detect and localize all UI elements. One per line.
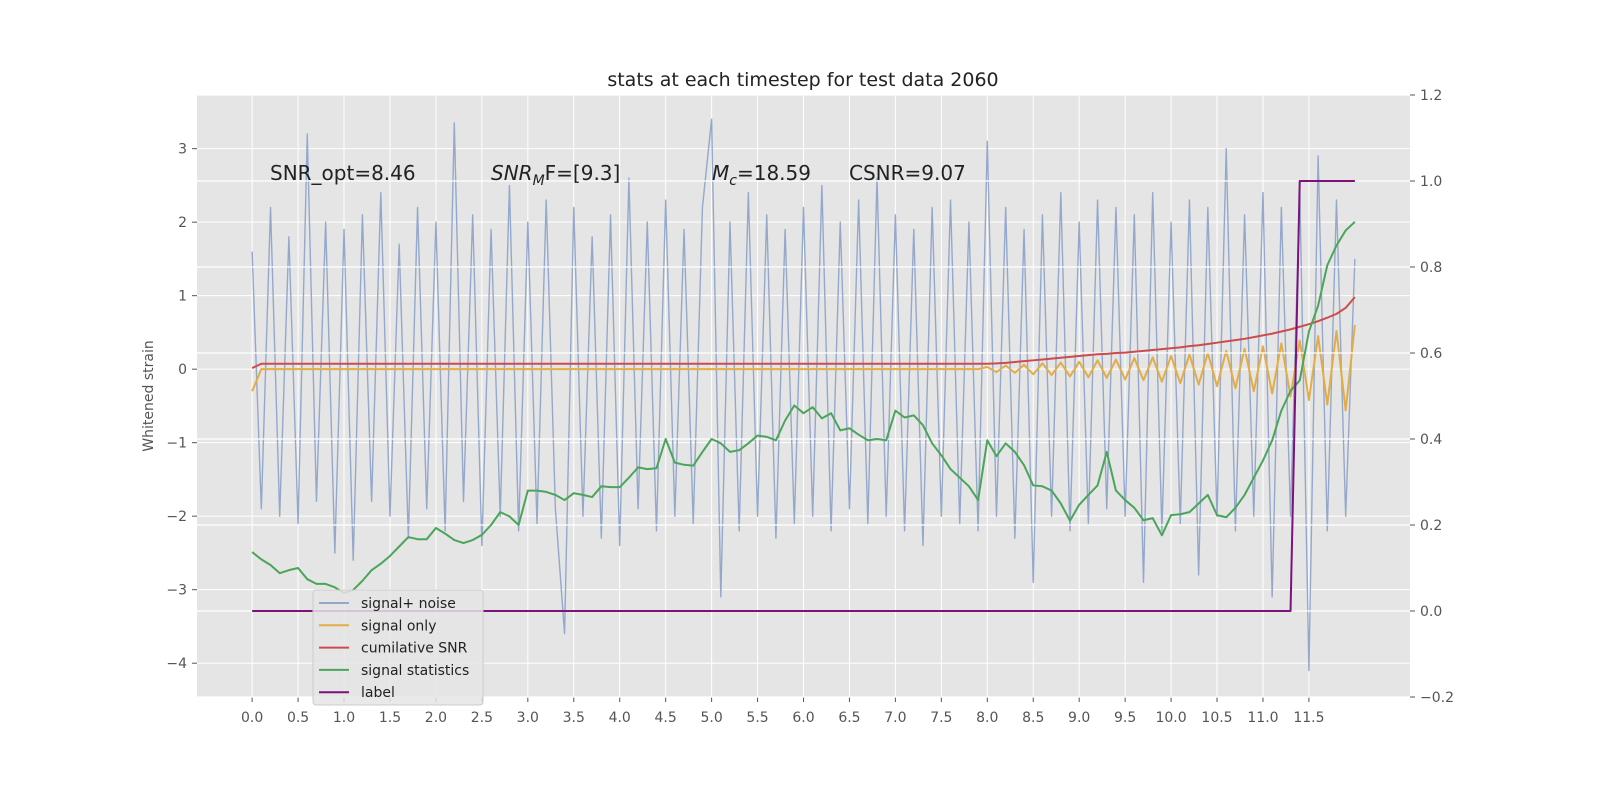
x-tick-label: 6.0 <box>792 710 814 726</box>
x-tick-label: 10.0 <box>1155 710 1186 726</box>
x-tick-label: 3.5 <box>563 710 585 726</box>
annotation-part: SNR <box>491 161 533 185</box>
x-tick-label: 5.0 <box>700 710 722 726</box>
series-line <box>251 324 1356 412</box>
annotation-part: SNR_opt=8.46 <box>270 161 416 185</box>
x-tick-label: 4.5 <box>655 710 677 726</box>
y-tick-label: −3 <box>166 583 187 599</box>
x-tick-label: 11.0 <box>1247 710 1278 726</box>
x-tick-label: 1.0 <box>333 710 355 726</box>
y2-tick-label: 0.8 <box>1420 260 1442 276</box>
legend: signal+ noise signal only cumilative SNR si… <box>312 589 484 706</box>
y2-tick-label: 0.6 <box>1420 346 1442 362</box>
y-tick-label: −4 <box>166 656 187 672</box>
x-tick-label: 2.5 <box>471 710 493 726</box>
y2-tick-label: −0.2 <box>1420 690 1454 706</box>
x-tick-label: 0.5 <box>287 710 309 726</box>
annotation-part: M <box>712 161 729 185</box>
series-line <box>251 118 1356 672</box>
y-tick-label: 3 <box>178 142 187 158</box>
legend-label: signal only <box>361 618 436 634</box>
annotation: Mc=18.59 <box>712 161 811 189</box>
legend-box <box>312 589 484 706</box>
annotation-part: M <box>533 173 545 189</box>
x-tick-label: 9.0 <box>1068 710 1090 726</box>
y2-tick-label: 0.0 <box>1420 604 1442 620</box>
y-tick-label: 2 <box>178 215 187 231</box>
y2-tick-label: 0.4 <box>1420 432 1442 448</box>
legend-label: cumilative SNR <box>361 641 468 657</box>
legend-label: signal+ noise <box>361 596 456 612</box>
chart-title: stats at each timestep for test data 206… <box>607 69 998 91</box>
x-tick-label: 7.0 <box>884 710 906 726</box>
series-line <box>251 221 1356 594</box>
annotation-part: F=[9.3] <box>545 161 621 185</box>
annotation-part: CSNR=9.07 <box>849 161 966 185</box>
x-tick-label: 3.0 <box>517 710 539 726</box>
legend-label: signal statistics <box>361 663 469 679</box>
legend-label: label <box>361 685 395 701</box>
annotation-part: c <box>729 173 737 189</box>
x-tick-label: 2.0 <box>425 710 447 726</box>
annotation: CSNR=9.07 <box>849 161 966 185</box>
x-tick-label: 8.5 <box>1022 710 1044 726</box>
y-tick-label: −2 <box>166 509 187 525</box>
annotation: SNRMF=[9.3] <box>491 161 620 189</box>
y-tick-label: 1 <box>178 289 187 305</box>
y2-tick-label: 0.2 <box>1420 518 1442 534</box>
x-tick-label: 8.0 <box>976 710 998 726</box>
y-tick-label: −1 <box>166 436 187 452</box>
x-tick-label: 0.0 <box>241 710 263 726</box>
x-tick-label: 11.5 <box>1293 710 1324 726</box>
y-axis-label: Whitened strain <box>141 340 157 451</box>
annotation-part: =18.59 <box>737 161 811 185</box>
y2-tick-label: 1.2 <box>1420 88 1442 104</box>
y2-tick-label: 1.0 <box>1420 174 1442 190</box>
x-tick-label: 9.5 <box>1114 710 1136 726</box>
x-tick-label: 10.5 <box>1201 710 1232 726</box>
y-tick-label: 0 <box>178 362 187 378</box>
x-tick-label: 7.5 <box>930 710 952 726</box>
x-tick-label: 1.5 <box>379 710 401 726</box>
x-tick-label: 6.5 <box>838 710 860 726</box>
series-line <box>251 296 1356 369</box>
x-tick-label: 5.5 <box>746 710 768 726</box>
x-tick-label: 4.0 <box>609 710 631 726</box>
annotation: SNR_opt=8.46 <box>270 161 416 185</box>
